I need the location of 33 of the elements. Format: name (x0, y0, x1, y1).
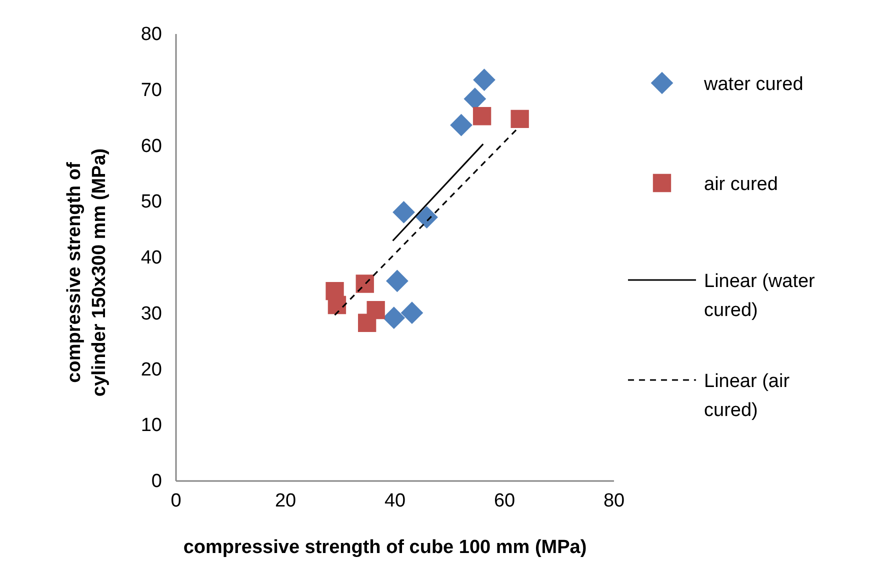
x-tick-label: 60 (494, 490, 516, 512)
y-tick-label: 80 (140, 24, 162, 46)
legend-label: water cured (703, 74, 804, 95)
point (356, 274, 374, 293)
y-tick-label: 60 (140, 136, 162, 157)
x-tick-label: 20 (274, 490, 296, 512)
point (472, 107, 492, 126)
y-tick-label: 0 (151, 471, 162, 492)
y-axis-title: compressive strength of cylinder 150x300 mm (MPa) (64, 148, 110, 397)
point (510, 110, 529, 128)
x-tick-label: 40 (384, 490, 406, 512)
y-tick-label: 20 (140, 359, 162, 380)
y-tick-label: 10 (140, 415, 162, 436)
point (400, 302, 424, 324)
point (358, 314, 376, 332)
point (450, 114, 472, 136)
point (416, 206, 438, 228)
point (392, 201, 415, 224)
x-tick-label: 0 (170, 490, 182, 512)
x-axis-title: compressive strength of cube 100 mm (MPa) (183, 537, 587, 558)
point (386, 270, 408, 292)
point (382, 306, 406, 330)
point (328, 296, 346, 314)
legend-label: Linear (air cured) (704, 371, 790, 421)
y-tick-label: 50 (140, 192, 162, 213)
point (464, 88, 486, 110)
y-tick-label: 30 (140, 303, 162, 324)
legend-label: Linear (water cured) (704, 271, 816, 321)
point (473, 68, 496, 91)
x-tick-label: 80 (603, 490, 625, 512)
legend-label: air cured (704, 174, 778, 195)
y-tick-label: 70 (140, 80, 162, 101)
y-tick-label: 40 (140, 248, 162, 269)
